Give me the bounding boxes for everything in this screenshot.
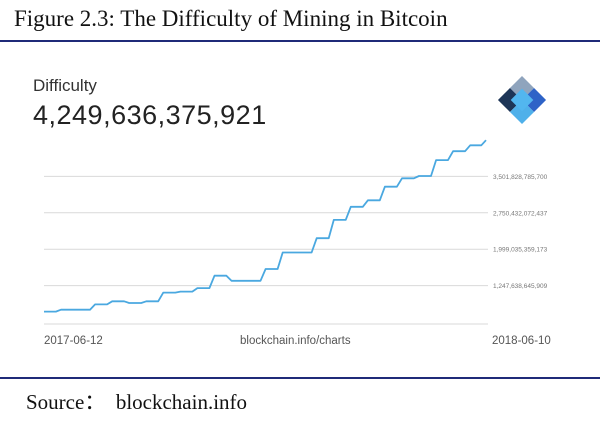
source-rule	[0, 377, 600, 379]
difficulty-series-line	[44, 139, 487, 313]
blockchain-logo-icon	[497, 75, 547, 125]
x-axis-start-label: 2017-06-12	[44, 335, 103, 347]
x-axis-end-label: 2018-06-10	[492, 335, 551, 347]
metric-label: Difficulty	[33, 76, 97, 95]
grid-layer	[44, 175, 488, 325]
y-tick-label-1: 1,999,035,359,173	[493, 247, 548, 254]
figure-title: Figure 2.3: The Difficulty of Mining in …	[14, 6, 448, 31]
y-tick-label-3: 3,501,828,785,700	[493, 174, 548, 181]
line-layer	[44, 139, 487, 313]
y-tick-label-2: 2,750,432,072,437	[493, 210, 548, 217]
tick-layer: 1,247,638,645,909 1,999,035,359,173 2,750,…	[493, 174, 548, 290]
source-caption: Source： blockchain.info	[26, 390, 248, 414]
chart-card	[12, 48, 590, 370]
title-rule	[0, 40, 600, 42]
metric-value: 4,249,636,375,921	[33, 100, 267, 130]
x-axis-source-label[interactable]: blockchain.info/charts	[240, 335, 351, 347]
y-tick-label-0: 1,247,638,645,909	[493, 283, 548, 290]
